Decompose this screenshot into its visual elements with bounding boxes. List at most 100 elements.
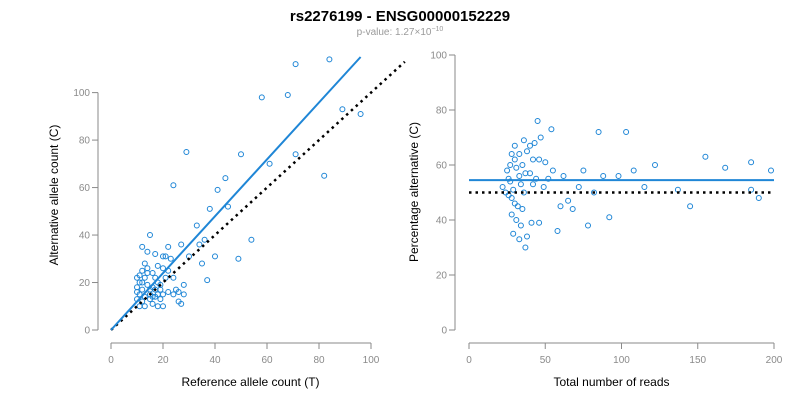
right-data-point: [520, 137, 527, 144]
right-data-point: [507, 162, 514, 168]
right-data-point: [528, 219, 535, 226]
left-x-tick-label: 100: [363, 355, 380, 366]
left-data-point: [139, 243, 146, 250]
left-data-point: [170, 274, 177, 281]
left-data-point: [266, 160, 273, 167]
right-data-point: [548, 126, 555, 133]
left-data-point: [139, 298, 146, 305]
right-data-point: [527, 170, 533, 177]
right-data-point: [514, 203, 521, 210]
left-data-point: [193, 222, 200, 229]
right-data-point: [585, 222, 591, 229]
right-data-point: [527, 142, 533, 149]
left-data-point: [292, 61, 299, 68]
right-data-point: [516, 173, 523, 179]
right-data-point: [623, 129, 630, 135]
right-y-axis-label: Percentage alternative (C): [407, 122, 421, 262]
left-data-point: [284, 92, 291, 98]
right-data-point: [542, 159, 549, 166]
right-data-point: [508, 195, 515, 201]
right-data-point: [536, 219, 543, 226]
right-data-point: [530, 181, 536, 188]
left-y-tick-label: 60: [79, 183, 91, 194]
right-data-point: [748, 186, 755, 193]
left-y-tick-label: 40: [79, 231, 91, 242]
right-data-point: [524, 148, 530, 155]
right-data-point: [517, 222, 524, 229]
right-data-point: [499, 184, 506, 190]
right-data-point: [540, 184, 547, 190]
right-data-point: [549, 167, 556, 174]
left-y-tick-label: 20: [79, 278, 91, 289]
left-data-point: [180, 281, 187, 288]
right-data-point: [554, 228, 561, 234]
left-data-point: [326, 56, 333, 63]
left-data-point: [149, 300, 156, 307]
left-data-point: [165, 289, 172, 295]
left-data-point: [160, 291, 166, 298]
left-data-point: [167, 255, 174, 262]
left-data-point: [136, 272, 143, 279]
left-data-point: [201, 236, 208, 243]
left-data-point: [162, 253, 169, 260]
right-data-point: [575, 184, 582, 190]
right-data-point: [545, 175, 552, 182]
left-data-point: [154, 262, 161, 269]
left-data-point: [144, 281, 151, 288]
right-data-point: [531, 140, 538, 146]
right-data-point: [517, 181, 524, 188]
right-data-point: [513, 217, 520, 223]
right-y-tick-label: 80: [436, 106, 448, 117]
p-value-subtitle: p-value: 1.27×10−10: [357, 26, 444, 38]
right-data-point: [504, 167, 511, 174]
right-data-point: [516, 151, 523, 157]
left-data-point: [157, 296, 164, 303]
right-data-point: [511, 200, 518, 207]
p-value-exponent: −10: [431, 26, 443, 33]
right-data-point: [569, 206, 576, 212]
left-data-point: [175, 289, 182, 295]
right-data-point: [534, 118, 541, 124]
right-data-point: [511, 142, 518, 149]
right-data-point: [560, 173, 567, 179]
left-data-point: [160, 303, 166, 310]
left-data-point: [357, 111, 364, 117]
right-x-axis-label: Total number of reads: [553, 375, 669, 389]
right-x-tick-label: 200: [766, 355, 783, 366]
right-data-point: [505, 175, 512, 182]
right-x-tick-label: 0: [466, 355, 472, 366]
left-data-point: [204, 277, 211, 284]
left-data-point: [214, 186, 221, 193]
left-data-point: [170, 291, 177, 298]
left-data-point: [180, 291, 187, 298]
left-data-point: [139, 267, 146, 274]
right-data-point: [591, 189, 597, 196]
right-data-point: [508, 151, 515, 157]
right-data-point: [510, 230, 517, 237]
left-data-point: [139, 286, 146, 293]
left-data-point: [134, 289, 140, 295]
left-reference-line: [110, 60, 406, 331]
left-data-point: [162, 274, 169, 281]
right-data-point: [768, 167, 774, 174]
right-data-point: [600, 173, 607, 179]
left-data-point: [141, 260, 148, 267]
right-data-point: [565, 197, 572, 204]
allele-count-panel: 0 20 40 60 80 100 0 20 40 60 80 100 Reference allele…: [47, 56, 406, 389]
right-data-point: [748, 159, 755, 166]
left-data-point: [178, 300, 185, 307]
left-data-point: [144, 265, 151, 272]
right-data-point: [533, 175, 540, 182]
left-x-tick-label: 0: [108, 355, 114, 366]
right-y-tick-label: 20: [436, 271, 448, 282]
left-data-point: [141, 303, 148, 310]
right-x-tick-label: 100: [613, 355, 630, 366]
left-fit-line: [110, 56, 362, 331]
right-data-point: [580, 167, 587, 174]
left-data-point: [248, 236, 255, 243]
percentage-panel: 0 50 100 150 200 0 20 40 60 80 100 Total number of …: [407, 51, 783, 390]
right-y-tick-label: 100: [430, 51, 447, 62]
left-x-axis-label: Reference allele count (T): [181, 375, 319, 389]
right-data-point: [511, 156, 518, 163]
